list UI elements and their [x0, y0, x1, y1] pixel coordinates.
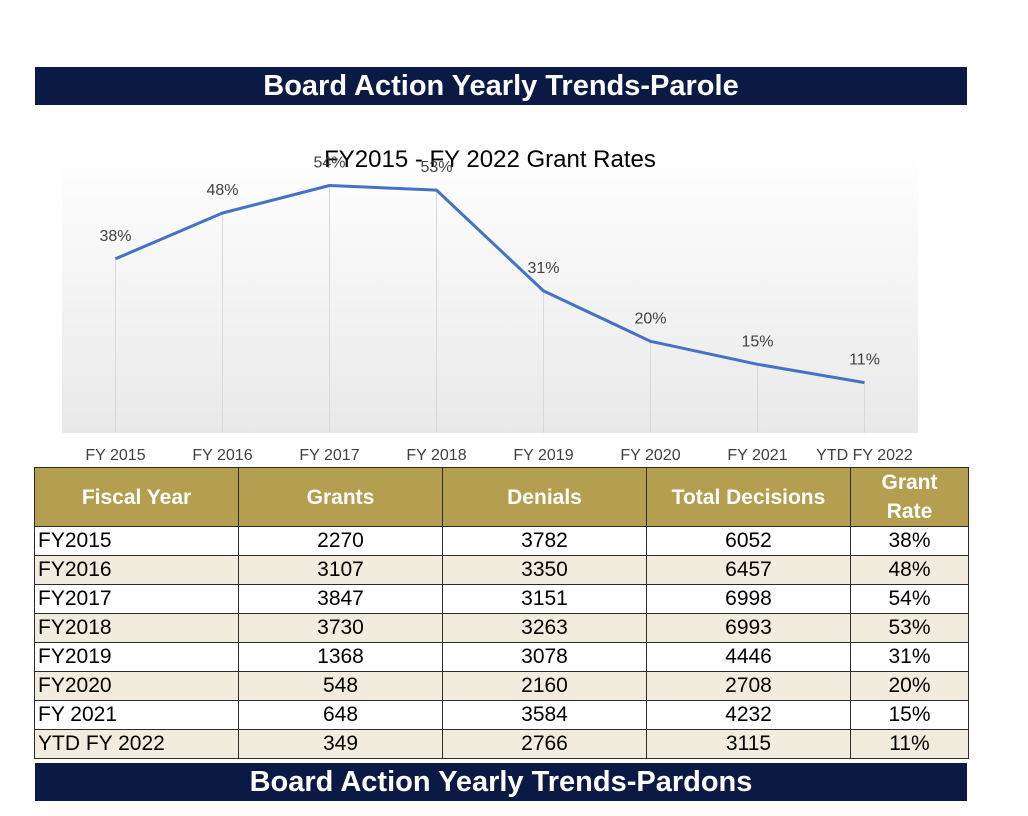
- cell-grants: 3107: [238, 555, 443, 585]
- cell-grants: 2270: [238, 526, 443, 556]
- cell-grant-rate: 15%: [850, 700, 969, 730]
- cell-grant-rate: 48%: [850, 555, 969, 585]
- col-header-denials: Denials: [442, 467, 647, 527]
- col-header-grants: Grants: [238, 467, 443, 527]
- data-label: 38%: [99, 228, 131, 245]
- cell-denials: 3263: [442, 613, 647, 643]
- table-row: FY2020 548 2160 2708 20%: [34, 671, 969, 701]
- col-header-grant-rate: Grant Rate: [850, 467, 969, 527]
- cell-fiscal-year: FY2015: [34, 526, 239, 556]
- grant-rates-chart-svg: FY2015 - FY 2022 Grant Rates FY 2015 FY 2…: [62, 146, 918, 464]
- plot-area: [62, 150, 918, 433]
- x-tick-label: FY 2019: [513, 447, 573, 464]
- cell-denials: 3584: [442, 700, 647, 730]
- cell-grants: 648: [238, 700, 443, 730]
- cell-fiscal-year: FY2018: [34, 613, 239, 643]
- cell-denials: 2766: [442, 729, 647, 759]
- parole-header-banner: Board Action Yearly Trends-Parole: [35, 67, 967, 105]
- cell-fiscal-year: YTD FY 2022: [34, 729, 239, 759]
- x-tick-label: FY 2017: [299, 447, 359, 464]
- table-row: FY2019 1368 3078 4446 31%: [34, 642, 969, 672]
- cell-denials: 2160: [442, 671, 647, 701]
- cell-total-decisions: 6998: [646, 584, 851, 614]
- table-row: FY2018 3730 3263 6993 53%: [34, 613, 969, 643]
- table-row: FY2016 3107 3350 6457 48%: [34, 555, 969, 585]
- data-label: 31%: [527, 260, 559, 277]
- cell-denials: 3078: [442, 642, 647, 672]
- data-label: 54%: [313, 155, 345, 172]
- grant-rates-table: Fiscal Year Grants Denials Total Decisio…: [34, 467, 969, 759]
- x-tick-label: FY 2021: [727, 447, 787, 464]
- cell-fiscal-year: FY2016: [34, 555, 239, 585]
- x-tick-label: FY 2015: [85, 447, 145, 464]
- cell-grants: 1368: [238, 642, 443, 672]
- cell-grant-rate: 31%: [850, 642, 969, 672]
- cell-fiscal-year: FY 2021: [34, 700, 239, 730]
- cell-grants: 349: [238, 729, 443, 759]
- table-row: FY 2021 648 3584 4232 15%: [34, 700, 969, 730]
- cell-grant-rate: 38%: [850, 526, 969, 556]
- x-tick-label: FY 2016: [192, 447, 252, 464]
- cell-grant-rate: 20%: [850, 671, 969, 701]
- table-header-row: Fiscal Year Grants Denials Total Decisio…: [34, 467, 969, 527]
- grant-rate-series-line: [114, 184, 865, 385]
- cell-total-decisions: 2708: [646, 671, 851, 701]
- table-row: FY2017 3847 3151 6998 54%: [34, 584, 969, 614]
- cell-fiscal-year: FY2020: [34, 671, 239, 701]
- cell-total-decisions: 6457: [646, 555, 851, 585]
- cell-total-decisions: 6993: [646, 613, 851, 643]
- col-header-fiscal-year: Fiscal Year: [34, 467, 239, 527]
- chart-title: FY2015 - FY 2022 Grant Rates: [324, 146, 656, 173]
- col-header-total-decisions: Total Decisions: [646, 467, 851, 527]
- cell-total-decisions: 3115: [646, 729, 851, 759]
- table-row: YTD FY 2022 349 2766 3115 11%: [34, 729, 969, 759]
- grant-rates-chart: FY2015 - FY 2022 Grant Rates FY 2015 FY 2…: [0, 105, 1028, 467]
- x-tick-label: YTD FY 2022: [816, 447, 913, 464]
- cell-grant-rate: 11%: [850, 729, 969, 759]
- cell-denials: 3350: [442, 555, 647, 585]
- cell-total-decisions: 4232: [646, 700, 851, 730]
- table-row: FY2015 2270 3782 6052 38%: [34, 526, 969, 556]
- pardons-header-banner: Board Action Yearly Trends-Pardons: [35, 763, 967, 801]
- cell-grant-rate: 54%: [850, 584, 969, 614]
- cell-fiscal-year: FY2017: [34, 584, 239, 614]
- x-tick-label: FY 2018: [406, 447, 466, 464]
- cell-grants: 3847: [238, 584, 443, 614]
- data-label: 20%: [634, 310, 666, 327]
- cell-grants: 3730: [238, 613, 443, 643]
- cell-total-decisions: 6052: [646, 526, 851, 556]
- x-tick-label: FY 2020: [620, 447, 680, 464]
- cell-grants: 548: [238, 671, 443, 701]
- cell-denials: 3151: [442, 584, 647, 614]
- data-label: 53%: [420, 159, 452, 176]
- data-label: 48%: [206, 182, 238, 199]
- cell-grant-rate: 53%: [850, 613, 969, 643]
- cell-denials: 3782: [442, 526, 647, 556]
- cell-fiscal-year: FY2019: [34, 642, 239, 672]
- data-label: 15%: [741, 333, 773, 350]
- data-label: 11%: [849, 352, 880, 369]
- cell-total-decisions: 4446: [646, 642, 851, 672]
